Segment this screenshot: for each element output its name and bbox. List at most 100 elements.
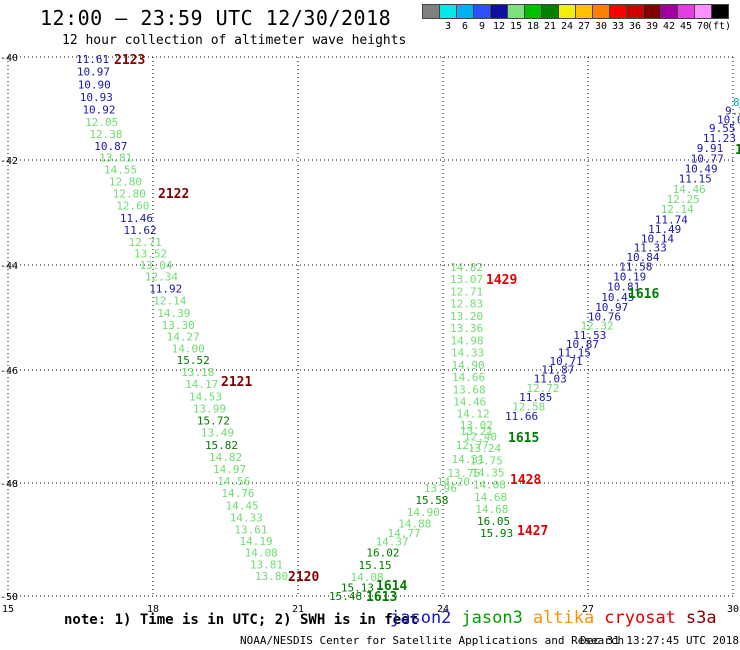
wave-height-value: 10.87 bbox=[566, 338, 599, 351]
wave-height-value: 14.35 bbox=[471, 467, 504, 480]
pass-number-label: 1429 bbox=[486, 273, 517, 288]
wave-height-values: 11.6110.9710.9010.9310.9212.0512.3810.87… bbox=[76, 53, 740, 603]
generation-timestamp: Dec 31 13:27:45 UTC 2018 bbox=[580, 634, 739, 647]
pass-number-label: 1428 bbox=[510, 473, 541, 488]
x-tick-label: 21 bbox=[292, 604, 304, 615]
wave-height-value: 15.15 bbox=[358, 559, 391, 572]
x-tick-label: 30 bbox=[727, 604, 739, 615]
axis-tick-labels: 15 18 21 24 27 30-40-42-44-46-48-50 bbox=[0, 53, 739, 615]
scale-label: 36 bbox=[628, 21, 642, 32]
wave-height-value: 10.14 bbox=[641, 232, 674, 245]
scale-label: 18 bbox=[526, 21, 540, 32]
pass-number-label: 1614 bbox=[376, 579, 407, 594]
wave-height-value: 15.58 bbox=[415, 494, 448, 507]
satellite-legend: jason2 jason3 altika cryosat s3a bbox=[390, 608, 727, 628]
wave-height-value: 13.68 bbox=[453, 383, 486, 396]
wave-height-value: 11.85 bbox=[519, 391, 552, 404]
wave-height-value: 12.83 bbox=[450, 298, 483, 311]
wave-height-value: 12.14 bbox=[153, 295, 186, 308]
wave-height-value: 10.77 bbox=[691, 152, 724, 165]
wave-height-value: 14.68 bbox=[475, 503, 508, 516]
wave-height-value: 14.68 bbox=[474, 491, 507, 504]
wave-height-value: 12.25 bbox=[667, 193, 700, 206]
scale-label: 21 bbox=[543, 21, 557, 32]
wave-height-value: 14.53 bbox=[189, 390, 222, 403]
pass-number-label: 2123 bbox=[114, 53, 145, 68]
wave-height-value: 11.62 bbox=[123, 224, 156, 237]
wave-height-value: 13.52 bbox=[134, 247, 167, 260]
scale-label: 24 bbox=[560, 21, 574, 32]
wave-height-value: 13.18 bbox=[181, 366, 214, 379]
wave-height-value: 13.96 bbox=[424, 482, 457, 495]
wave-height-value: 13.61 bbox=[234, 523, 267, 536]
legend-satellite: altika bbox=[532, 608, 595, 628]
wave-height-value: 10.45 bbox=[601, 291, 634, 304]
wave-height-value: 12.71 bbox=[129, 236, 162, 249]
wave-height-value: 12.80 bbox=[113, 187, 146, 200]
wave-height-value: 14.66 bbox=[452, 371, 485, 384]
wave-height-value: 11.15 bbox=[679, 173, 712, 186]
wave-height-value: 15.82 bbox=[205, 439, 238, 452]
wave-height-value: 11.61 bbox=[76, 53, 109, 66]
pass-number-label: 1616 bbox=[628, 287, 659, 302]
wave-height-value: 12.38 bbox=[89, 128, 122, 141]
pass-number-label: 1427 bbox=[517, 524, 548, 539]
wave-height-value: 11.87 bbox=[541, 364, 574, 377]
wave-height-value: 10.49 bbox=[685, 162, 718, 175]
wave-height-value: 12.32 bbox=[581, 320, 614, 333]
scale-label: 12 bbox=[492, 21, 506, 32]
wave-height-value: 11.15 bbox=[558, 347, 591, 360]
map-subtitle: 12 hour collection of altimeter wave hei… bbox=[62, 33, 407, 48]
wave-height-value: 12.60 bbox=[116, 200, 149, 213]
wave-height-value: 10.0 bbox=[717, 113, 740, 126]
wave-height-value: 12.05 bbox=[85, 116, 118, 129]
wave-height-value: 13.75 bbox=[447, 467, 480, 480]
wave-height-value: 14.76 bbox=[221, 487, 254, 500]
wave-height-value: 14.56 bbox=[217, 475, 250, 488]
y-tick-label: -44 bbox=[0, 261, 18, 272]
wave-height-value: 14.08 bbox=[351, 571, 384, 584]
wave-height-value: 14.46 bbox=[453, 396, 486, 409]
wave-height-value: 14.55 bbox=[104, 163, 137, 176]
wave-height-value: 10.92 bbox=[82, 104, 115, 117]
wave-height-value: 14.97 bbox=[213, 463, 246, 476]
map-grid bbox=[7, 56, 734, 597]
wave-height-value: 14.12 bbox=[456, 407, 489, 420]
wave-height-value: 12.71 bbox=[450, 285, 483, 298]
wave-height-value: 13.80 bbox=[255, 570, 288, 583]
wave-height-value: 10.19 bbox=[613, 270, 646, 283]
scale-label: 27 bbox=[577, 21, 591, 32]
wave-height-value: 14.08 bbox=[245, 547, 278, 560]
wave-height-value: 13.75 bbox=[470, 454, 503, 467]
x-tick-label: 18 bbox=[147, 604, 159, 615]
wave-height-value: 16.05 bbox=[477, 515, 510, 528]
wave-height-value: 13.36 bbox=[450, 322, 483, 335]
wave-height-value: 10.97 bbox=[77, 66, 110, 79]
scale-label: 45 bbox=[679, 21, 693, 32]
y-tick-label: -40 bbox=[0, 53, 18, 64]
wave-height-value: 13.81 bbox=[250, 558, 283, 571]
wave-height-value: 11.03 bbox=[534, 372, 567, 385]
wave-height-value: 14.82 bbox=[450, 261, 483, 274]
scale-label: 30 bbox=[594, 21, 608, 32]
wave-height-value: 10.76 bbox=[588, 310, 621, 323]
wave-height-value: 13.30 bbox=[162, 319, 195, 332]
scale-label: 70 bbox=[696, 21, 710, 32]
wave-height-value: 14.17 bbox=[185, 378, 218, 391]
wave-height-value: 15.72 bbox=[197, 415, 230, 428]
pass-number-label: 1615 bbox=[508, 431, 539, 446]
map-title: 12:00 – 23:59 UTC 12/30/2018 bbox=[40, 6, 392, 30]
wave-height-value: 11.33 bbox=[634, 242, 667, 255]
wave-height-value: 15.93 bbox=[480, 527, 513, 540]
wave-height-value: 14.33 bbox=[451, 347, 484, 360]
wave-height-value: 12.40 bbox=[464, 431, 497, 444]
wave-height-value: 13.81 bbox=[99, 152, 132, 165]
scale-label: 42 bbox=[662, 21, 676, 32]
wave-height-value: 10.90 bbox=[78, 78, 111, 91]
x-tick-label: 24 bbox=[437, 604, 449, 615]
wave-height-value: 9.55 bbox=[709, 122, 736, 135]
wave-height-value: 14.45 bbox=[226, 499, 259, 512]
wave-height-value: 14.77 bbox=[388, 527, 421, 540]
wave-height-value: 13.49 bbox=[201, 427, 234, 440]
